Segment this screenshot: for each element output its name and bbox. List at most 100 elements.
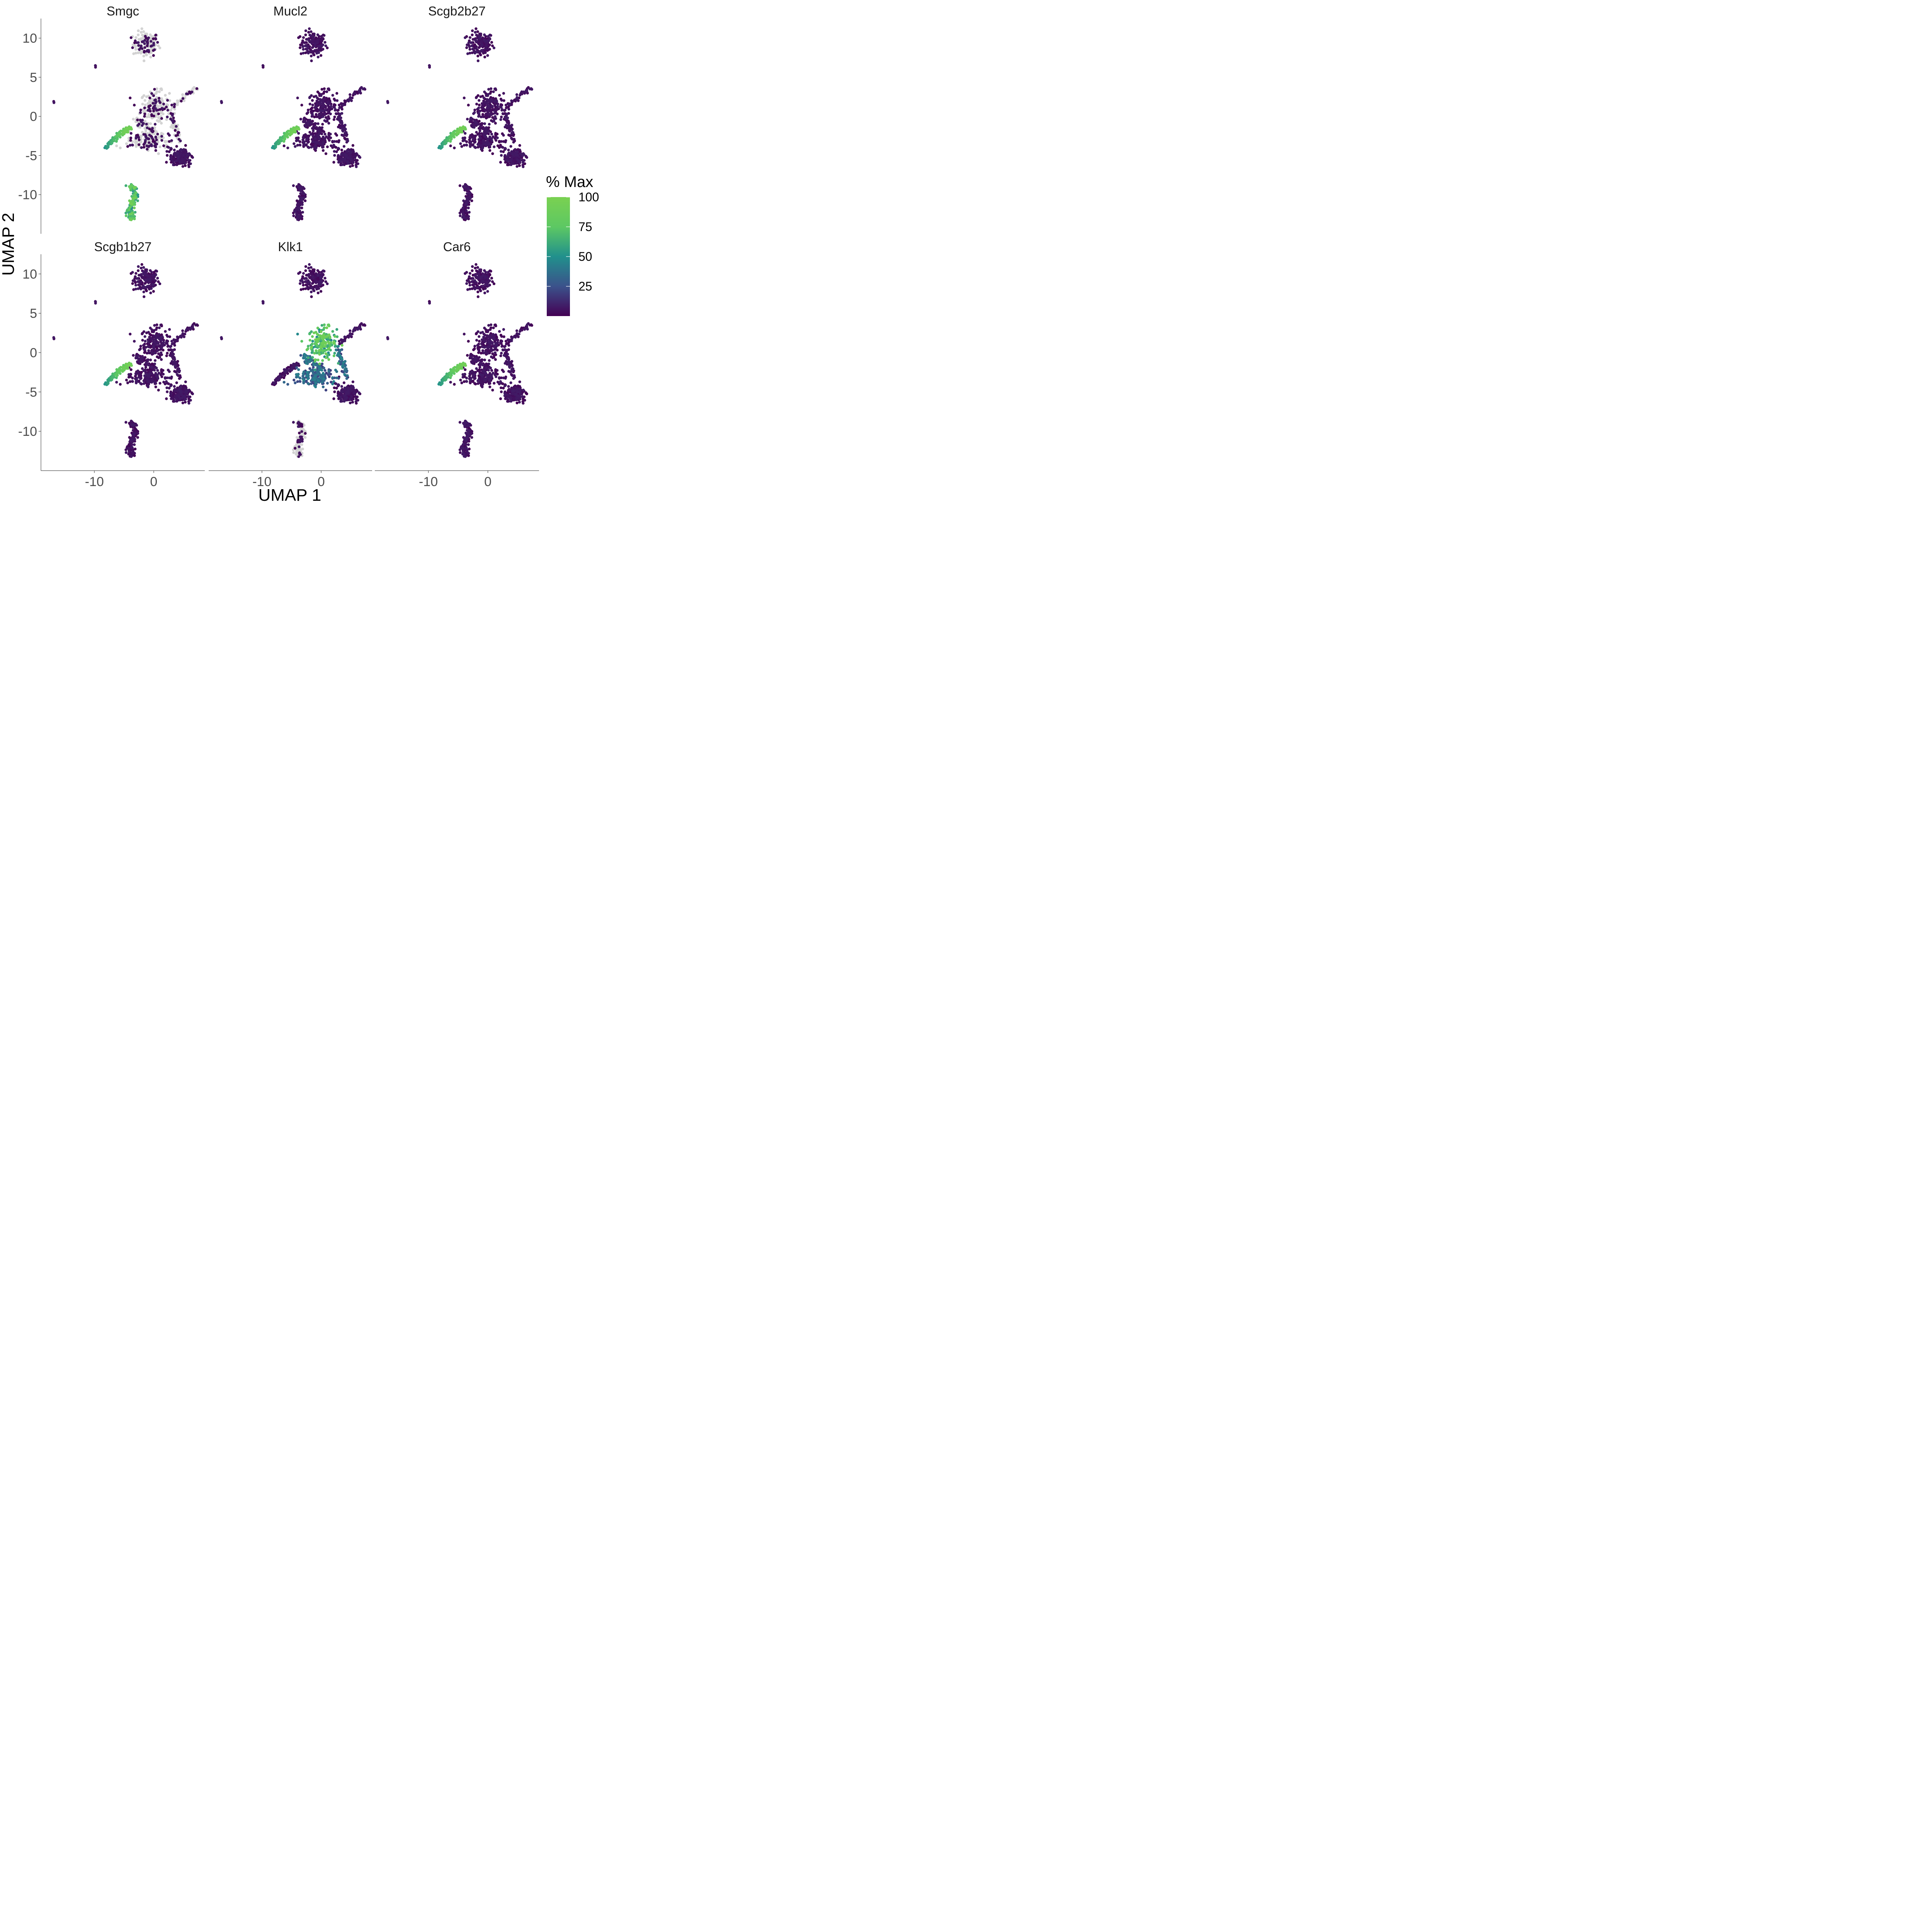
cell-point [130, 423, 133, 427]
cell-point [153, 369, 156, 372]
cell-point [301, 201, 304, 204]
cell-point [139, 345, 142, 348]
cell-point [156, 341, 160, 344]
cell-point [161, 107, 164, 111]
cell-point [473, 126, 476, 129]
cell-point [476, 123, 479, 126]
cell-point [141, 40, 145, 43]
cell-point [147, 36, 150, 39]
cell-point [293, 142, 296, 145]
cell-point [488, 48, 491, 51]
cell-point [304, 29, 308, 32]
cell-point [517, 99, 520, 102]
cell-point [286, 146, 289, 150]
cell-point [344, 131, 347, 134]
cell-point [170, 119, 173, 122]
cell-point [131, 282, 134, 285]
cell-point [506, 121, 509, 124]
cell-point [131, 143, 134, 146]
cell-point [340, 124, 344, 127]
cell-point [169, 154, 172, 157]
cell-point [340, 148, 344, 151]
cell-point [321, 149, 325, 152]
cell-point [165, 380, 168, 383]
cell-point [477, 46, 481, 49]
cell-point [169, 345, 172, 349]
cell-point [299, 282, 302, 285]
cell-point [518, 161, 521, 164]
cell-point [467, 188, 470, 191]
cell-point [321, 142, 325, 145]
panel-title: Smgc [107, 4, 139, 18]
cell-point [478, 99, 481, 102]
cell-point [310, 109, 313, 112]
cell-point [189, 162, 192, 165]
cell-point [168, 92, 171, 95]
cell-point [119, 129, 122, 133]
cell-point [306, 286, 309, 289]
cell-point [157, 44, 160, 48]
cell-point [180, 100, 183, 103]
cell-point [307, 31, 310, 34]
cell-point [107, 382, 110, 385]
cell-point [147, 340, 150, 344]
cell-point [146, 109, 150, 112]
cell-point [316, 33, 319, 36]
cell-point [157, 371, 160, 375]
cell-point [158, 282, 162, 286]
cell-point [515, 162, 518, 165]
cell-point [488, 149, 492, 152]
y-tick-label: -5 [26, 148, 37, 163]
cell-point [128, 206, 131, 209]
cell-point [190, 327, 194, 330]
cell-point [175, 338, 179, 342]
cell-point [296, 96, 299, 100]
cell-point [319, 273, 322, 276]
cell-point [141, 34, 144, 37]
cell-point [138, 274, 141, 277]
cell-point [131, 450, 134, 453]
cell-point [147, 115, 150, 118]
cell-point [170, 397, 173, 400]
cell-point [142, 290, 145, 294]
cell-point [506, 116, 509, 119]
y-tick-label: -10 [18, 424, 37, 439]
cell-point [125, 379, 128, 382]
cell-point [150, 40, 153, 43]
cell-point [153, 99, 156, 102]
cell-point [491, 44, 494, 48]
cell-point [124, 214, 128, 218]
cell-point [303, 141, 306, 144]
cell-point [146, 44, 149, 48]
cell-point [166, 352, 169, 355]
cell-point [162, 372, 165, 376]
cell-point [169, 158, 172, 161]
cell-point [483, 33, 486, 36]
cell-point [304, 121, 308, 124]
cell-point [475, 45, 478, 48]
cell-point [133, 423, 136, 427]
cell-point [156, 141, 160, 144]
cell-point [129, 200, 132, 203]
y-tick-label: 10 [22, 267, 37, 282]
cell-point [337, 161, 340, 164]
cell-point [150, 92, 153, 95]
cell-point [478, 133, 481, 136]
cell-point [134, 275, 137, 278]
cell-point [333, 150, 336, 153]
cell-point [145, 346, 148, 349]
cell-point [157, 152, 160, 155]
cell-point [512, 141, 515, 144]
cell-point [170, 104, 173, 107]
cell-point [312, 36, 315, 39]
cell-point [151, 344, 155, 348]
cell-point [310, 30, 313, 33]
cell-point [172, 363, 175, 366]
cell-point [166, 154, 169, 157]
cell-point [147, 137, 150, 140]
cell-point [467, 41, 470, 44]
cell-point [130, 443, 134, 446]
cell-point [151, 274, 155, 277]
cell-point [510, 137, 513, 140]
cell-point [220, 100, 223, 103]
